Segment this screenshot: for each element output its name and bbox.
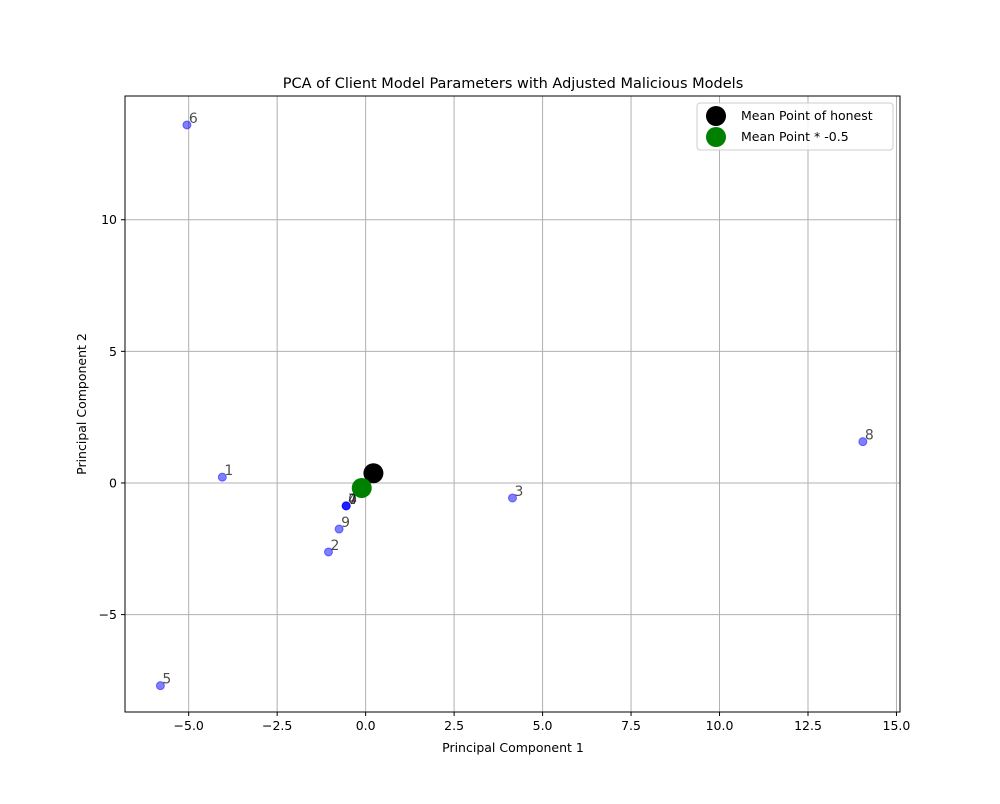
scaled-mean-point [351,477,372,498]
client-point-label: 5 [162,672,171,688]
x-tick-label: 2.5 [444,718,464,733]
client-point-label: 2 [330,538,339,554]
data-points: 0 1 2 3 4 5 6 7 8 9 [155,111,874,691]
legend-label-honest-mean: Mean Point of honest [741,108,873,123]
honest-mean-point [363,463,384,484]
legend: Mean Point of honest Mean Point * -0.5 [696,102,894,151]
client-point [341,501,351,511]
client-point [155,681,165,691]
x-tick-label: 0.0 [356,718,376,733]
plot-area-frame [124,95,901,713]
x-tick-label: −2.5 [262,718,292,733]
client-point [323,547,333,557]
client-point [858,437,868,447]
y-tick-label: 0 [109,475,117,490]
legend-label-scaled-mean: Mean Point * -0.5 [741,129,849,144]
x-tick-label: −5.0 [174,718,204,733]
client-point-label: 9 [341,515,350,531]
legend-marker-honest-mean [706,106,726,126]
chart-title: PCA of Client Model Parameters with Adju… [283,76,744,92]
y-tick-label: 5 [109,344,117,359]
x-tick-label: 15.0 [883,718,911,733]
client-point-label: 1 [224,463,233,479]
y-tick-label: 10 [101,212,117,227]
client-point-label: 8 [865,428,874,444]
client-point [217,472,227,482]
x-tick-label: 12.5 [794,718,822,733]
y-axis-label: Principal Component 2 [74,333,89,475]
client-point-label: 6 [189,111,198,127]
client-point [334,524,344,534]
client-point-label: 3 [515,484,524,500]
legend-box [696,102,894,151]
x-axis-label: Principal Component 1 [442,740,584,755]
client-point-label: 0 [348,492,357,508]
client-point-label: 7 [348,492,357,508]
x-tick-label: 5.0 [533,718,553,733]
client-point-label: 4 [348,492,357,508]
x-tick-label: 7.5 [621,718,641,733]
x-tick-label: 10.0 [706,718,734,733]
y-tick-label: −5 [99,607,117,622]
legend-marker-scaled-mean [706,127,726,147]
client-point [508,493,517,503]
grid-lines [125,96,900,712]
client-point [182,120,192,130]
